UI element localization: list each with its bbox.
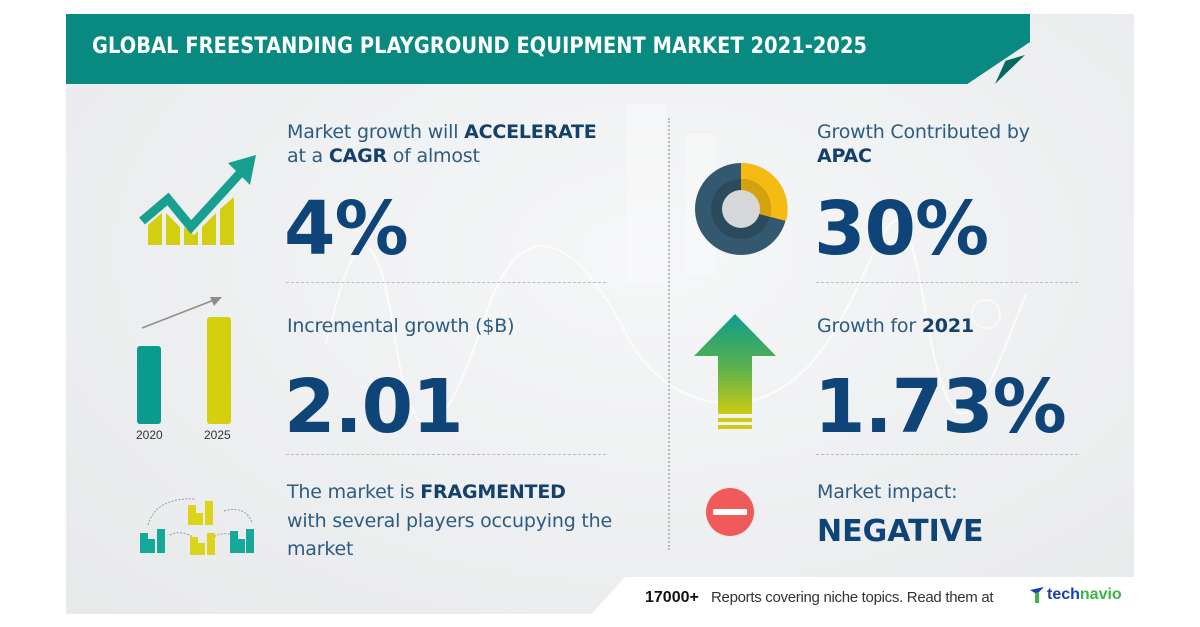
divider-line — [816, 454, 1078, 455]
incremental-value: 2.01 — [284, 364, 464, 450]
page-title: GLOBAL FREESTANDING PLAYGROUND EQUIPMENT… — [92, 33, 868, 59]
cagr-label2-emphasis: CAGR — [328, 145, 387, 167]
up-arrow-icon — [694, 314, 776, 429]
logo-text-navio: navio — [1079, 586, 1122, 603]
growth-chart-icon — [139, 155, 256, 245]
title-banner — [66, 14, 1030, 84]
bar-comparison-icon — [137, 297, 231, 424]
growth-year-prefix: Growth for — [817, 315, 922, 337]
cagr-label-line1: Market growth will ACCELERATE — [287, 121, 597, 143]
logo-text-tech: tech — [1047, 586, 1080, 603]
growth-year-emphasis: 2021 — [921, 315, 974, 337]
fragmented-label-line3: market — [287, 538, 354, 560]
divider-line — [286, 282, 606, 283]
no-entry-icon — [706, 488, 754, 536]
footer-bar — [580, 577, 1200, 627]
report-count: 17000+ — [645, 589, 699, 606]
buildings-network-icon — [140, 498, 254, 555]
apac-value: 30% — [814, 186, 989, 272]
growth-year-label: Growth for 2021 — [817, 315, 974, 337]
fragmented-label-line2: with several players occupying the — [287, 510, 612, 532]
bar-label-2025: 2025 — [204, 428, 231, 442]
bar-label-2020: 2020 — [136, 428, 163, 442]
growth-year-value: 1.73% — [814, 364, 1067, 450]
cagr-value: 4% — [284, 186, 409, 272]
apac-label-line2: APAC — [817, 145, 872, 167]
impact-value: NEGATIVE — [817, 514, 984, 549]
fragmented-label-line1: The market is FRAGMENTED — [287, 481, 566, 503]
donut-chart-icon — [695, 162, 788, 255]
divider-line — [286, 454, 606, 455]
cagr-label-prefix: Market growth will — [287, 121, 465, 143]
cagr-label2-suffix: of almost — [386, 145, 480, 167]
incremental-label: Incremental growth ($B) — [287, 315, 515, 337]
technavio-flag-icon — [1030, 587, 1044, 603]
cagr-label2-prefix: at a — [287, 145, 329, 167]
fragmented-emphasis: FRAGMENTED — [420, 481, 566, 503]
apac-label-line1: Growth Contributed by — [817, 121, 1030, 143]
cagr-label-emphasis: ACCELERATE — [464, 121, 597, 143]
cagr-label-line2: at a CAGR of almost — [287, 145, 480, 167]
impact-label: Market impact: — [817, 481, 958, 503]
fragmented-prefix: The market is — [287, 481, 421, 503]
column-divider — [668, 118, 670, 550]
divider-line — [816, 282, 1078, 283]
technavio-logo[interactable]: tech navio — [1030, 586, 1122, 604]
footer-message: Reports covering niche topics. Read them… — [711, 589, 994, 606]
